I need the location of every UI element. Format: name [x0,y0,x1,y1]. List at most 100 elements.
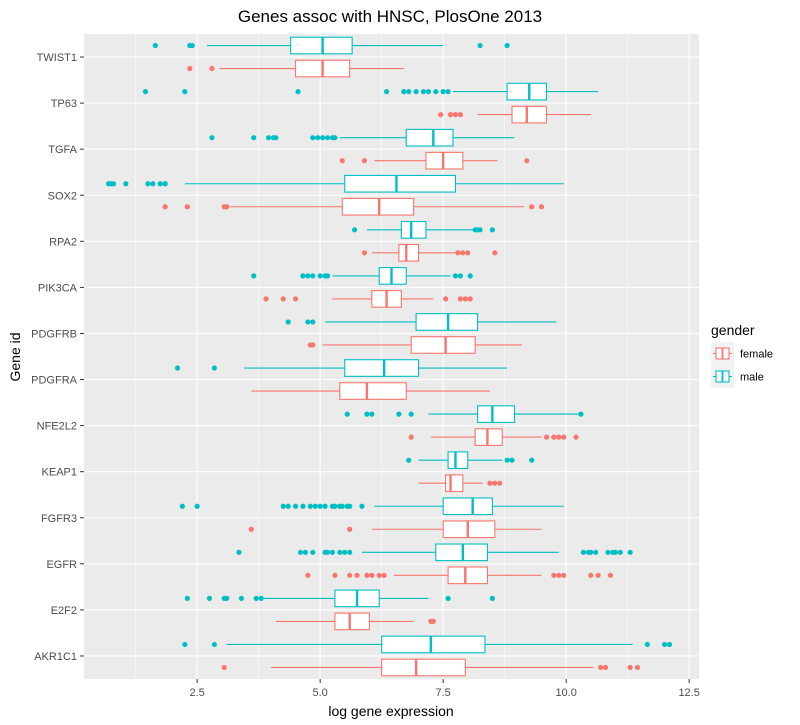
x-tick-label: 7.5 [436,687,451,699]
outlier-point [413,89,419,95]
outlier-point [224,204,230,210]
outlier-point [123,181,129,187]
box-iqr [405,128,454,147]
outlier-point [467,273,473,279]
outlier-point [253,595,259,601]
outlier-point [307,503,313,509]
box-iqr [290,36,353,55]
legend-key-male [711,365,734,388]
box-iqr [435,543,488,562]
outlier-point [221,664,227,671]
box-tp63-female [438,105,591,124]
legend-label-female: female [740,349,773,361]
outlier-point [396,411,402,417]
outlier-point [273,135,279,141]
outlier-point [634,664,641,671]
outlier-point [556,434,562,440]
outlier-point [460,250,466,256]
outlier-point [162,181,168,187]
outlier-point [612,549,618,555]
box-iqr [425,151,464,170]
outlier-point [492,480,498,486]
y-tick-label: PDGFRB [31,328,77,340]
box-iqr [442,497,493,516]
box-iqr [445,474,464,493]
box-rpa2-male [352,220,495,239]
outlier-point [189,42,195,49]
outlier-point [209,135,215,141]
box-nfe2l2-male [344,405,584,423]
outlier-point [162,204,168,210]
outlier-point [445,595,451,601]
outlier-point [300,273,306,279]
outlier-point [561,572,567,578]
y-tick-label: TWIST1 [37,52,77,64]
outlier-point [440,89,446,95]
box-iqr [344,359,420,377]
box-fgfr3-male [179,497,564,516]
outlier-point [561,434,567,440]
box-iqr [442,520,496,539]
outlier-point [332,503,338,509]
outlier-point [524,158,530,164]
box-iqr [341,197,415,216]
outlier-point [332,135,338,141]
outlier-point [465,250,471,256]
outlier-point [337,549,343,555]
outlier-point [329,549,336,555]
box-iqr [477,405,516,423]
box-akr1c1-female [221,658,641,677]
outlier-point [251,273,257,279]
outlier-point [455,250,461,256]
outlier-point [457,273,463,279]
box-akr1c1-male [182,635,673,654]
box-fgfr3-female [248,520,542,539]
box-egfr-male [236,543,633,562]
outlier-point [477,227,483,233]
outlier-point [352,227,358,233]
outlier-point [324,135,331,141]
outlier-point [347,549,353,555]
outlier-point [447,112,454,118]
outlier-point [182,89,188,95]
outlier-point [359,503,365,509]
outlier-point [285,503,291,509]
box-iqr [344,174,457,193]
outlier-point [224,595,230,601]
outlier-point [487,480,493,486]
outlier-point [364,572,370,578]
x-axis-title: log gene expression [328,703,453,719]
y-tick-label: AKR1C1 [34,651,77,663]
box-pdgfrb-male [285,313,557,331]
outlier-point [248,526,254,532]
y-axis-title: Gene id [7,332,23,381]
outlier-point [322,503,328,509]
outlier-point [607,572,614,578]
box-iqr [410,336,476,354]
outlier-point [383,89,390,95]
outlier-point [452,112,459,118]
box-tp63-male [142,82,599,101]
box-pdgfra-female [251,382,490,400]
outlier-point [408,434,414,440]
box-e2f2-male [184,589,495,608]
outlier-point [339,158,345,164]
outlier-point [578,411,584,417]
box-egfr-female [305,566,614,585]
outlier-point [408,411,414,417]
outlier-point [406,89,412,95]
box-iqr [381,635,486,654]
outlier-point [315,135,321,141]
outlier-point [347,526,353,532]
y-tick-label: EGFR [46,559,77,571]
outlier-point [588,572,594,578]
outlier-point [142,89,149,95]
outlier-point [425,89,431,95]
outlier-point [497,480,503,486]
outlier-point [627,664,633,671]
y-tick-label: PDGFRA [31,375,78,387]
outlier-point [462,296,468,302]
outlier-point [317,503,323,509]
box-iqr [511,105,548,124]
outlier-point [556,572,562,578]
